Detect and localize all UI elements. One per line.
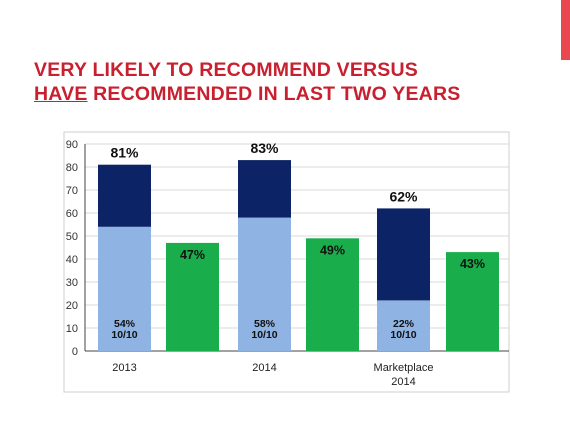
bar-green <box>306 238 359 351</box>
x-tick-label: 2014 <box>252 362 276 374</box>
bar-base-segment <box>238 217 291 351</box>
bar-green <box>446 252 499 351</box>
data-label-green: 43% <box>460 257 485 271</box>
x-tick-label: 2014 <box>391 376 415 388</box>
data-label-green: 49% <box>320 243 345 257</box>
title-line-1: VERY LIKELY TO RECOMMEND VERSUS <box>34 59 419 81</box>
y-tick-label: 0 <box>72 346 78 358</box>
bar-top-segment <box>377 208 430 301</box>
slide-title: VERY LIKELY TO RECOMMEND VERSUS HAVE REC… <box>34 58 554 106</box>
data-label-base: 22% <box>393 318 415 330</box>
title-underlined-word: HAVE <box>34 83 88 105</box>
bar-top-segment <box>238 160 291 218</box>
data-label-total: 62% <box>389 188 418 204</box>
data-label-base: 10/10 <box>390 329 416 341</box>
y-tick-label: 90 <box>66 139 78 151</box>
y-tick-label: 30 <box>66 277 78 289</box>
y-tick-label: 20 <box>66 300 78 312</box>
y-tick-label: 50 <box>66 231 78 243</box>
x-tick-label: 2013 <box>112 362 136 374</box>
data-label-base: 54% <box>114 318 136 330</box>
y-tick-label: 10 <box>66 323 78 335</box>
data-label-base: 58% <box>254 318 276 330</box>
y-tick-label: 40 <box>66 254 78 266</box>
x-tick-label: Marketplace <box>374 362 434 374</box>
y-tick-label: 70 <box>66 185 78 197</box>
bar-green <box>166 242 219 351</box>
bar-base-segment <box>98 226 151 351</box>
y-tick-label: 80 <box>66 162 78 174</box>
data-label-base: 10/10 <box>111 329 137 341</box>
data-label-total: 81% <box>110 145 139 161</box>
accent-bar <box>561 0 570 60</box>
y-tick-label: 60 <box>66 208 78 220</box>
title-line-2: RECOMMENDED IN LAST TWO YEARS <box>87 83 461 105</box>
data-label-green: 47% <box>180 248 205 262</box>
bar-top-segment <box>98 164 151 227</box>
data-label-total: 83% <box>250 140 279 156</box>
bar-base-segment <box>377 300 430 351</box>
data-label-base: 10/10 <box>251 329 277 341</box>
